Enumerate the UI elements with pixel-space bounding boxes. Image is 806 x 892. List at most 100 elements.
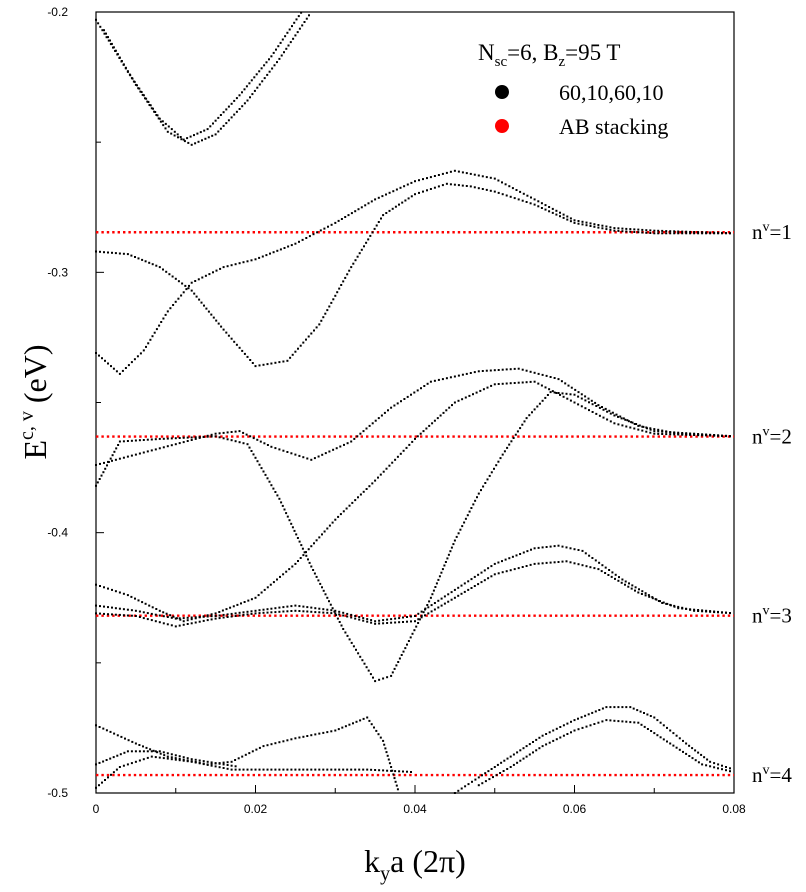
band-curve [455, 707, 734, 793]
band-dot [96, 481, 99, 484]
band-dot [217, 322, 220, 325]
band-dot [278, 768, 281, 771]
band-dot [318, 323, 321, 326]
band-dot [110, 365, 112, 368]
band-dot [602, 408, 605, 411]
band-dot [225, 608, 228, 611]
band-dot [426, 382, 429, 385]
band-dot [477, 370, 480, 373]
band-dot [451, 404, 453, 407]
band-dot [188, 284, 190, 287]
band-dot [118, 607, 121, 610]
band-dot [437, 378, 440, 381]
band-dot [653, 428, 656, 431]
band-dot [555, 213, 558, 216]
band-dot [633, 231, 636, 233]
band-dot [544, 386, 547, 389]
band-dot [258, 609, 261, 612]
band-dot [415, 625, 418, 628]
band-dot [410, 195, 413, 198]
band-dot [162, 751, 165, 754]
band-dot [130, 614, 133, 617]
band-dot [359, 432, 362, 435]
band-dot [630, 421, 633, 424]
band-dot [266, 744, 269, 747]
band-dot [581, 726, 584, 729]
band-dot [477, 573, 480, 576]
band-dot [145, 746, 148, 749]
band-dot [625, 227, 628, 230]
band-dot [134, 742, 137, 745]
band-dot [587, 397, 590, 400]
band-dot [442, 411, 445, 414]
band-dot [371, 422, 374, 425]
band-dot [119, 753, 122, 756]
band-dot [588, 554, 591, 557]
band-dot [366, 618, 369, 621]
band-dot [156, 751, 159, 754]
band-dot [165, 612, 168, 615]
band-dot [577, 403, 580, 406]
band-dot [218, 611, 221, 613]
band-dot [382, 677, 385, 680]
band-dot [198, 436, 201, 439]
band-dot [182, 759, 185, 762]
band-dot [222, 613, 225, 616]
band-dot [655, 598, 658, 601]
band-dot [595, 405, 598, 407]
band-dot [122, 764, 125, 767]
band-dot [186, 137, 189, 140]
band-dot [103, 32, 106, 35]
band-dot [161, 120, 164, 123]
band-dot [301, 547, 304, 550]
band-dot [137, 87, 140, 90]
band-dot [713, 434, 716, 437]
band-dot [159, 120, 162, 123]
band-dot [617, 227, 620, 230]
band-dot [544, 396, 547, 399]
band-dot [394, 770, 397, 773]
band-dot [324, 312, 327, 315]
band-dot [298, 736, 301, 739]
band-dot [241, 105, 244, 108]
band-dot [429, 596, 432, 599]
band-dot [605, 719, 608, 722]
band-dot [99, 462, 101, 465]
band-dot [155, 114, 158, 116]
band-dot [305, 17, 308, 20]
band-dot [566, 722, 569, 725]
band-dot [474, 778, 477, 781]
band-dot [296, 537, 299, 539]
legend-label-black: 60,10,60,10 [559, 80, 664, 105]
band-dot [509, 195, 512, 198]
band-dot [198, 298, 201, 301]
band-dot [107, 606, 109, 609]
band-dot [688, 744, 691, 747]
band-dot [445, 377, 448, 380]
band-dot [100, 474, 103, 477]
band-dot [321, 453, 324, 456]
band-dot [657, 232, 660, 235]
band-dot [493, 766, 496, 768]
band-dot [416, 389, 419, 392]
band-dot [313, 542, 315, 545]
band-dot [170, 128, 173, 131]
band-dot [226, 616, 229, 618]
band-dot [365, 488, 368, 490]
band-dot [222, 437, 225, 440]
band-dot [318, 732, 321, 735]
band-dot [545, 546, 548, 548]
band-dot [382, 619, 385, 622]
legend-marker-black [495, 85, 509, 99]
band-dot [617, 720, 620, 723]
band-dot [717, 763, 720, 766]
band-dot [489, 176, 492, 179]
band-dot [155, 328, 158, 331]
band-curve [96, 9, 303, 139]
band-dot [242, 613, 245, 616]
band-dot [206, 615, 209, 618]
band-dot [447, 593, 450, 596]
band-dot [178, 757, 181, 760]
band-dot [282, 360, 285, 363]
